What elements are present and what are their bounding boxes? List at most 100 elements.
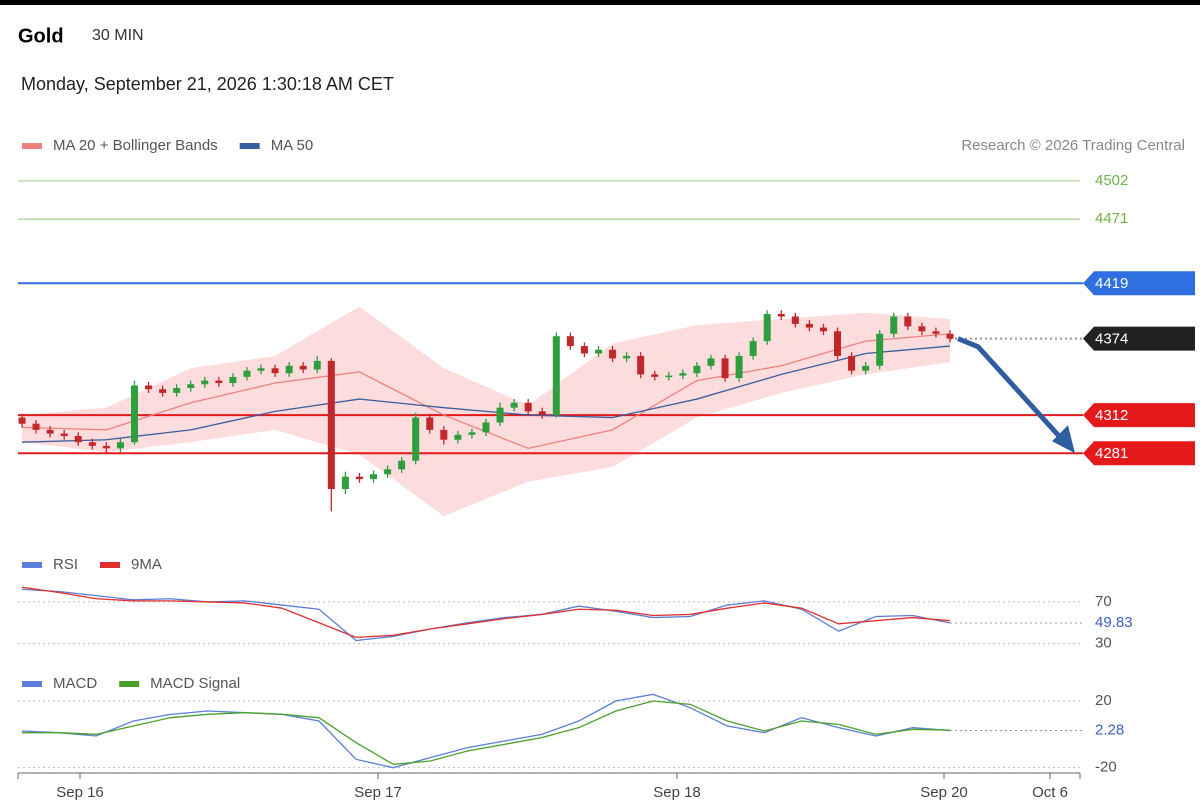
candle-body: [355, 476, 363, 480]
legend-swatch: [22, 562, 42, 568]
candle-body: [918, 326, 926, 332]
candle-body: [384, 469, 392, 475]
forecast-arrow: [957, 336, 1064, 441]
candle-body: [538, 411, 546, 416]
candle-body: [398, 460, 406, 470]
current-value: 2.28: [1095, 722, 1124, 739]
indicator-line: [21, 586, 951, 639]
candle-body: [932, 331, 940, 334]
legend-swatch: [119, 681, 140, 687]
candle-body: [440, 429, 448, 440]
candle-body: [187, 384, 195, 388]
candle-body: [102, 445, 110, 449]
legend-label: MACD Signal: [150, 675, 240, 692]
legend-label: RSI: [53, 556, 78, 573]
candle-body: [946, 333, 954, 339]
candle-body: [299, 365, 307, 370]
candle-body: [834, 331, 842, 356]
y-tick-label: 30: [1095, 635, 1112, 652]
x-tick-label: Oct 6: [1032, 784, 1068, 801]
candle-body: [116, 442, 124, 449]
candle-body: [791, 316, 799, 324]
y-tick-label: 70: [1095, 593, 1112, 610]
candle-body: [777, 314, 785, 317]
candle-body: [707, 358, 715, 366]
indicator-line: [22, 700, 951, 765]
candle-body: [159, 389, 167, 393]
candle-body: [215, 380, 223, 384]
level-label: 4374: [1095, 331, 1128, 348]
y-tick-label: -20: [1095, 759, 1117, 776]
legend-swatch: [100, 562, 121, 568]
candle-body: [496, 407, 504, 423]
level-label: 4502: [1095, 172, 1128, 189]
candle-body: [552, 336, 560, 416]
candle-body: [679, 373, 687, 376]
interval: 30 MIN: [92, 27, 144, 44]
candle-body: [60, 433, 68, 437]
credit: Research © 2026 Trading Central: [961, 137, 1185, 154]
candle-body: [510, 402, 518, 408]
candle-body: [271, 368, 279, 374]
x-tick-label: Sep 17: [354, 784, 402, 801]
x-tick-label: Sep 16: [56, 784, 104, 801]
candle-body: [580, 346, 588, 354]
level-tag: [1083, 403, 1195, 428]
candle-body: [848, 355, 856, 371]
moving-average: [21, 345, 951, 443]
candle-body: [890, 316, 898, 334]
level-label: 4471: [1095, 210, 1128, 227]
candle-body: [862, 365, 870, 371]
level-label: 4419: [1095, 275, 1128, 292]
candle-body: [566, 336, 574, 347]
level-label: 4312: [1095, 407, 1128, 424]
candle-body: [285, 365, 293, 374]
candle-body: [623, 355, 631, 359]
legend-swatch: [22, 681, 42, 687]
legend-label: 9MA: [131, 556, 162, 573]
current-value: 49.83: [1095, 614, 1133, 631]
legend-swatch: [22, 143, 42, 149]
timestamp: Monday, September 21, 2026 1:30:18 AM CE…: [21, 74, 394, 94]
indicator-line: [21, 588, 951, 642]
candle-body: [74, 436, 82, 443]
candle-body: [482, 422, 490, 433]
candle-body: [468, 432, 476, 435]
candle-body: [426, 417, 434, 430]
indicator-line: [21, 693, 951, 769]
candle-body: [665, 375, 673, 378]
candle-body: [88, 442, 96, 446]
candle-body: [693, 365, 701, 374]
candle-body: [130, 385, 138, 443]
candle-body: [651, 374, 659, 377]
candle-body: [819, 327, 827, 332]
candle-body: [721, 358, 729, 379]
candle-body: [341, 476, 349, 490]
candle-body: [243, 370, 251, 377]
candle-body: [524, 402, 532, 412]
y-tick-label: 20: [1095, 692, 1112, 709]
candle-body: [370, 474, 378, 480]
candle-body: [257, 368, 265, 371]
x-tick-label: Sep 20: [920, 784, 968, 801]
candle-body: [18, 417, 26, 424]
legend-label: MACD: [53, 675, 97, 692]
level-tag: [1083, 271, 1195, 296]
candle-body: [32, 423, 40, 430]
level-tag: [1083, 441, 1195, 466]
candle-body: [229, 376, 237, 384]
candle-body: [735, 355, 743, 379]
candle-body: [173, 387, 181, 393]
candle-body: [594, 349, 602, 354]
level-tag: [1083, 326, 1195, 351]
level-label: 4281: [1095, 445, 1128, 462]
top-bar: [0, 0, 1200, 5]
legend-label: MA 50: [271, 137, 314, 154]
candle-body: [412, 417, 420, 461]
candle-body: [637, 355, 645, 375]
legend-label: MA 20 + Bollinger Bands: [53, 137, 218, 154]
candle-body: [454, 434, 462, 440]
candle-body: [609, 349, 617, 359]
